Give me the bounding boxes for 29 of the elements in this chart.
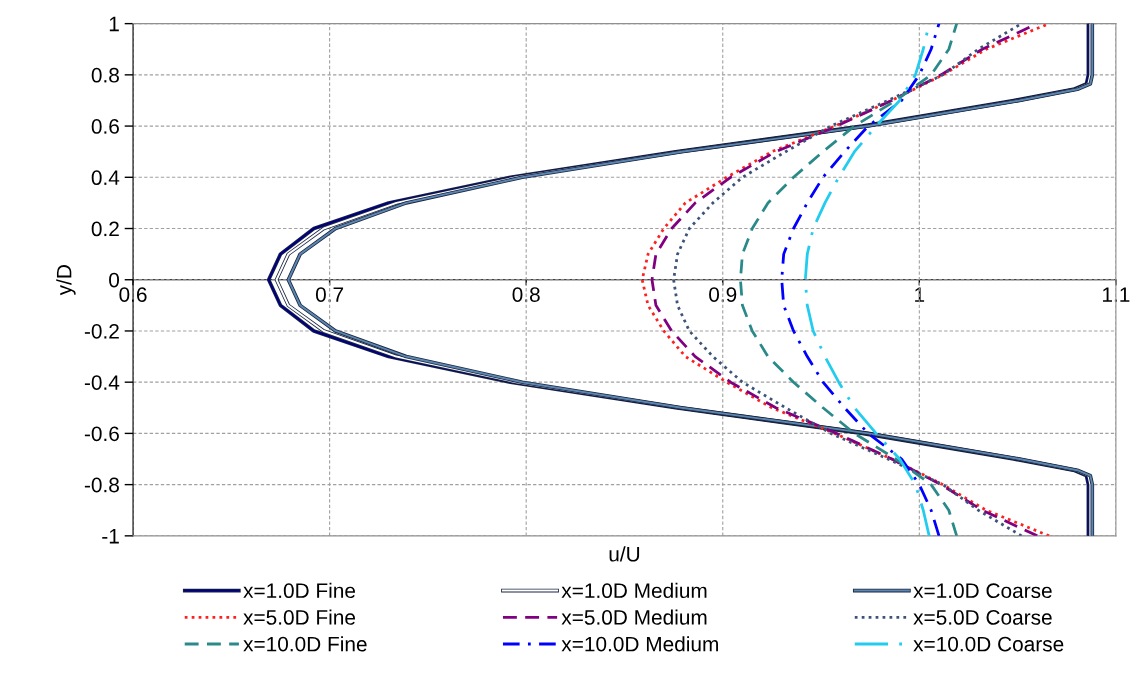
line-series (780, 23, 941, 536)
legend-label: x=1.0D Fine (243, 582, 356, 599)
y-tick-label: 1 (109, 16, 119, 32)
y-tick-label: 0.6 (91, 119, 119, 134)
x-tick-label: 0.9 (709, 287, 737, 302)
x-tick-label: 0.7 (315, 287, 344, 302)
x-tick-label: 0.8 (512, 287, 540, 302)
legend-label: x=10.0D Fine (243, 636, 367, 652)
y-tick-label: -0.8 (84, 477, 119, 493)
y-tick-label: -1 (102, 529, 119, 544)
y-tick-label: -0.4 (84, 375, 120, 390)
y-axis-title: y/D (56, 265, 76, 296)
legend-label: x=10.0D Coarse (913, 636, 1064, 652)
line-series (739, 23, 959, 536)
y-tick-label: 0 (109, 272, 120, 288)
y-tick-label: 0.2 (91, 221, 119, 237)
x-tick-label: 1.1 (1103, 287, 1130, 302)
legend-label: x=5.0D Medium (561, 609, 707, 625)
y-tick-label: -0.6 (84, 426, 119, 442)
legend-label: x=10.0D Medium (561, 636, 718, 652)
legend-label: x=5.0D Fine (243, 609, 356, 625)
y-tick-label: -0.2 (84, 323, 119, 339)
x-tick-label: 1 (915, 287, 925, 302)
y-tick-label: 0.8 (91, 67, 119, 83)
legend-label: x=5.0D Coarse (913, 610, 1052, 625)
legend-label: x=1.0D Coarse (913, 583, 1052, 599)
y-tick-label: 0.4 (91, 170, 120, 186)
x-axis-title: u/U (609, 546, 640, 562)
legend-label: x=1.0D Medium (561, 582, 707, 599)
